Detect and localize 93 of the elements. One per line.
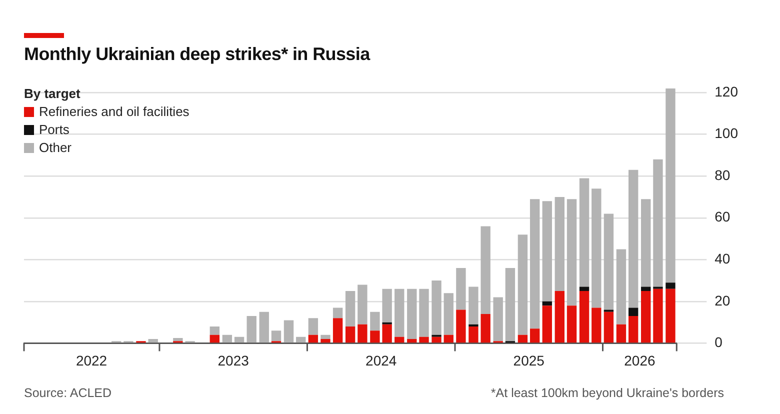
y-tick-label: 100 (714, 125, 738, 142)
bar (592, 188, 602, 308)
bar (419, 336, 429, 343)
chart-title: Monthly Ukrainian deep strikes* in Russia (24, 44, 370, 65)
bar (641, 199, 651, 287)
bar (394, 336, 404, 343)
bar (382, 324, 392, 343)
bar (542, 201, 552, 302)
bar (432, 336, 442, 343)
x-tick-label: 2026 (624, 352, 656, 368)
x-tick-label: 2024 (366, 352, 397, 368)
bar (604, 312, 614, 343)
bar (579, 178, 590, 287)
bar (566, 306, 577, 343)
legend-label: Refineries and oil facilities (39, 104, 190, 119)
bar (604, 214, 614, 310)
bar (653, 288, 663, 343)
bar (628, 308, 638, 316)
bar (641, 290, 651, 343)
bar (592, 308, 602, 343)
bar (616, 249, 626, 324)
bar (468, 326, 478, 343)
y-tick-label: 0 (714, 334, 723, 350)
bar (419, 288, 429, 337)
bar (358, 284, 368, 324)
bar (468, 286, 478, 324)
bar (628, 316, 638, 343)
bar (210, 334, 220, 343)
bar (666, 288, 676, 343)
bar (480, 314, 490, 343)
bar (271, 330, 282, 342)
bar (246, 316, 256, 343)
bar (407, 339, 417, 343)
bar (358, 324, 368, 343)
bar (222, 334, 232, 343)
legend-label: Other (39, 140, 72, 155)
bar (480, 226, 490, 314)
legend-label: Ports (39, 122, 70, 137)
y-tick-label: 120 (714, 83, 738, 100)
bar (456, 310, 466, 343)
bar (370, 312, 380, 331)
source-note: Source: ACLED (24, 386, 112, 400)
bar (666, 282, 676, 289)
bar (308, 318, 318, 335)
bar (542, 306, 552, 343)
legend-title: By target (24, 86, 82, 101)
bar (566, 199, 577, 306)
bar (666, 88, 676, 283)
x-tick-label: 2023 (218, 352, 250, 368)
bar (518, 234, 528, 335)
bar (234, 336, 244, 343)
bar (530, 328, 540, 343)
bar (210, 326, 220, 335)
bar (493, 297, 503, 342)
bar (444, 334, 454, 343)
bar (407, 288, 417, 340)
bar (148, 339, 158, 343)
x-tick-label: 2025 (513, 352, 545, 368)
y-tick-label: 60 (714, 208, 730, 225)
bar (518, 334, 528, 343)
bar (554, 197, 565, 291)
y-tick-label: 80 (714, 166, 730, 183)
bar (320, 339, 330, 343)
bar (308, 334, 318, 343)
bar (653, 159, 663, 287)
bar (456, 268, 466, 310)
bar (332, 318, 343, 343)
bar (641, 286, 651, 291)
bar (628, 170, 638, 308)
bar (444, 293, 454, 335)
bar (345, 326, 356, 343)
bar (505, 268, 516, 342)
bar (370, 330, 380, 343)
bar (432, 280, 442, 335)
bar (296, 336, 306, 343)
bar (554, 290, 565, 343)
bar (579, 286, 590, 291)
bar (579, 290, 590, 343)
bar (345, 290, 356, 326)
bar (320, 334, 330, 340)
bar (382, 288, 392, 322)
bar (616, 324, 626, 343)
bar (530, 199, 540, 329)
bar (542, 301, 552, 306)
y-tick-label: 20 (714, 292, 730, 308)
bar (259, 312, 269, 343)
bar (394, 288, 404, 337)
bar (332, 308, 343, 318)
bar (284, 320, 294, 343)
bar (173, 338, 183, 342)
x-tick-label: 2022 (76, 352, 108, 368)
y-tick-label: 40 (714, 250, 730, 267)
text: *At least 100km beyond Ukraine's borders (490, 386, 724, 400)
